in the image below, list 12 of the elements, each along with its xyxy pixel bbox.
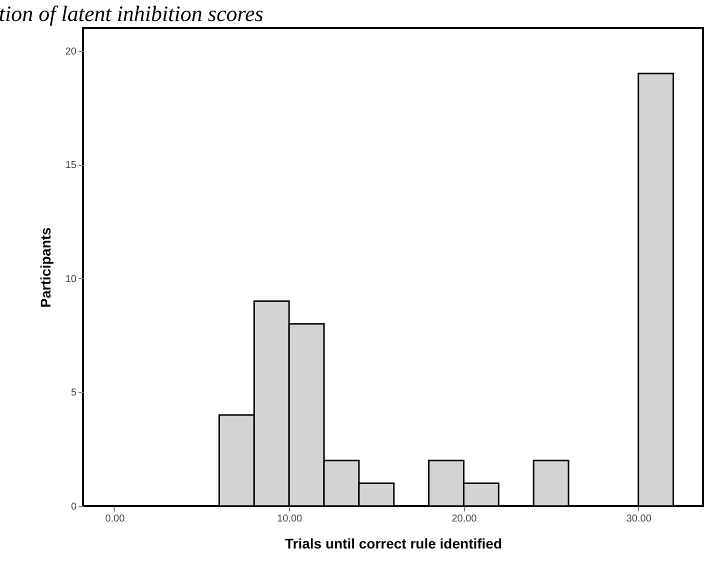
y-tick-label: 15 — [65, 160, 77, 172]
x-tick-label: 10.00 — [277, 514, 303, 524]
y-tick-label: 0 — [70, 502, 77, 512]
y-tick-label: 10 — [65, 274, 77, 285]
x-tick-label: 0.00 — [105, 514, 126, 524]
y-axis-title: Participants — [37, 227, 54, 308]
y-tick-label: 5 — [70, 388, 77, 399]
chart-title: tion of latent inhibition scores — [0, 1, 264, 26]
x-tick-label: 20.00 — [452, 514, 478, 524]
y-tick-label: 20 — [65, 46, 77, 58]
x-axis-title: Trials until correct rule identified — [284, 536, 502, 552]
x-tick-label: 30.00 — [626, 514, 652, 524]
